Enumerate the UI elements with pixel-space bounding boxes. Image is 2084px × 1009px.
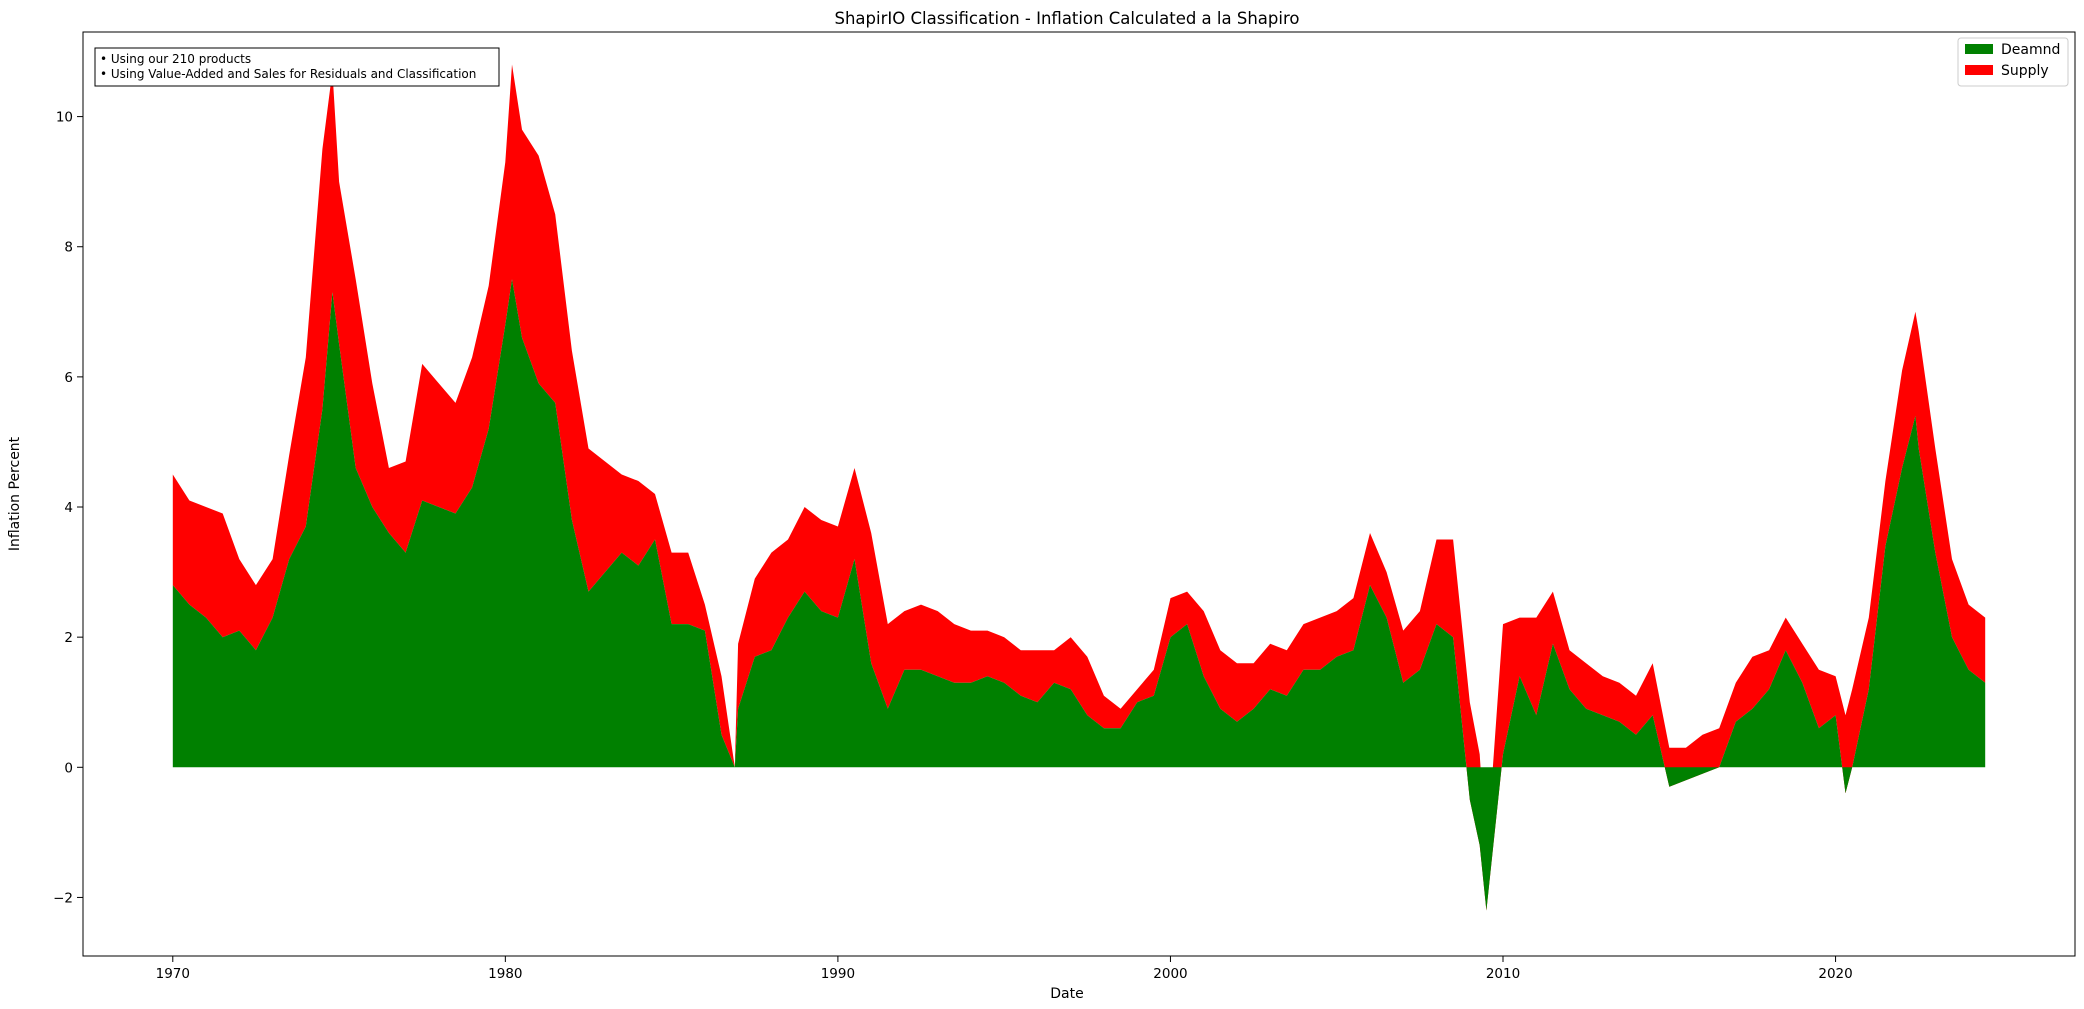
legend-label-demand: Deamnd	[2001, 42, 2060, 58]
x-tick-label: 2010	[1486, 966, 1520, 982]
plot-frame	[82, 31, 2076, 957]
legend-swatch-supply	[1965, 65, 1993, 75]
annotation-line-1: • Using our 210 products	[100, 52, 251, 66]
annotation-line-2: • Using Value-Added and Sales for Residu…	[100, 67, 476, 81]
y-axis-title: Inflation Percent	[7, 436, 23, 551]
y-tick-label: 6	[64, 370, 73, 386]
x-tick-label: 1990	[821, 966, 855, 982]
annotation-frame	[94, 47, 500, 87]
x-tick-label: 2000	[1153, 966, 1187, 982]
area-layers	[172, 64, 1986, 911]
y-tick-label: 10	[56, 110, 73, 126]
x-axis-title: Date	[1050, 986, 1083, 1002]
x-tick-label: 2020	[1818, 966, 1852, 982]
y-tick-label: 2	[64, 630, 73, 646]
y-tick-label: 8	[64, 240, 73, 256]
y-tick-label: 0	[64, 760, 73, 776]
y-tick-label: −2	[53, 890, 73, 906]
x-axis: 1970 1980 1990 2000 2010 2020	[156, 956, 1853, 982]
series-area-demand	[172, 279, 1986, 911]
y-axis: −2 0 2 4 6 8 10	[53, 110, 83, 906]
x-tick-label: 1970	[156, 966, 190, 982]
annotation-box: • Using our 210 products • Using Value-A…	[94, 47, 500, 87]
y-tick-label: 4	[64, 500, 73, 516]
x-tick-label: 1980	[488, 966, 522, 982]
chart-title: ShapirIO Classification - Inflation Calc…	[835, 9, 1300, 28]
legend: Deamnd Supply	[1957, 37, 2069, 87]
legend-swatch-demand	[1965, 44, 1993, 54]
series-area-supply	[172, 64, 1986, 911]
legend-label-supply: Supply	[2001, 63, 2049, 79]
